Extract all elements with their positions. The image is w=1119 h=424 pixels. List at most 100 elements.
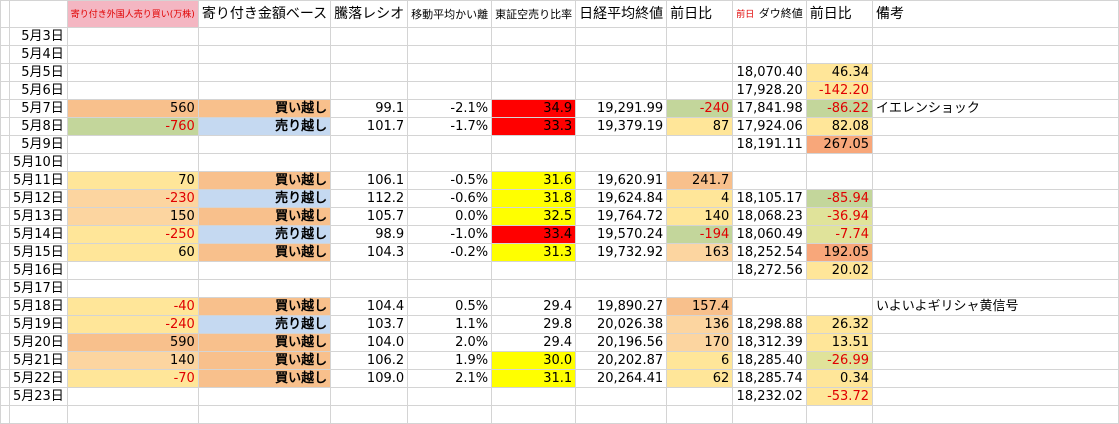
cell: 140	[666, 207, 734, 226]
row: 5月12日 -230 売り越し 112.2 -0.6% 31.8 19,624.84 4 18,…	[0, 189, 1119, 208]
cell: 106.1	[330, 171, 409, 190]
cell: 34.9	[491, 99, 577, 118]
cell: 19,620.91	[575, 171, 668, 190]
cell: 20,264.41	[575, 369, 668, 388]
cell	[872, 369, 1119, 388]
cell: 31.8	[491, 189, 577, 208]
cell: 4	[666, 189, 734, 208]
cell: 5月3日	[8, 27, 68, 46]
cell: 5月12日	[8, 189, 68, 208]
cell: 18,285.40	[732, 351, 807, 370]
cell: 18,105.17	[732, 189, 807, 208]
cell: 2.0%	[407, 333, 493, 352]
cell: 241.7	[666, 171, 734, 190]
row-gutter	[0, 315, 10, 334]
row-gutter	[0, 27, 10, 46]
cell	[872, 279, 1119, 298]
cell: 買い越し	[197, 207, 332, 226]
cell: -230	[66, 189, 199, 208]
cell: 33.3	[491, 117, 577, 136]
cell: 0.34	[805, 369, 874, 388]
cell: 62	[666, 369, 734, 388]
cell: 31.1	[491, 369, 577, 388]
corner	[0, 0, 10, 28]
cell: 18,070.40	[732, 63, 807, 82]
cell: 46.34	[805, 63, 874, 82]
cell: 17,924.06	[732, 117, 807, 136]
cell: 5月9日	[8, 135, 68, 154]
header-text: 前日比	[670, 5, 713, 22]
cell	[575, 405, 668, 424]
cell	[197, 405, 332, 424]
cell: 104.0	[330, 333, 409, 352]
row-gutter	[0, 207, 10, 226]
cell: -40	[66, 297, 199, 316]
cell	[872, 387, 1119, 406]
cell	[66, 153, 199, 172]
header-cell	[8, 0, 68, 28]
header-cell: 寄り付き金額ベース	[197, 0, 332, 28]
header-text: 騰落レシオ	[334, 5, 405, 22]
cell	[8, 405, 68, 424]
cell	[197, 261, 332, 280]
cell: 売り越し	[197, 315, 332, 334]
cell: 98.9	[330, 225, 409, 244]
header-cell: 備考	[872, 0, 1119, 28]
cell: 82.08	[805, 117, 874, 136]
cell: 33.4	[491, 225, 577, 244]
cell: 18,312.39	[732, 333, 807, 352]
cell	[666, 27, 734, 46]
cell: 18,272.56	[732, 261, 807, 280]
cell	[66, 81, 199, 100]
row: 5月16日 18,272.56 20.02	[0, 261, 1119, 280]
cell: 売り越し	[197, 189, 332, 208]
cell: 5月18日	[8, 297, 68, 316]
cell: 20,026.38	[575, 315, 668, 334]
cell	[872, 117, 1119, 136]
cell: -0.6%	[407, 189, 493, 208]
cell	[66, 27, 199, 46]
cell: 31.3	[491, 243, 577, 262]
cell: 18,191.11	[732, 135, 807, 154]
cell: 20,202.87	[575, 351, 668, 370]
row: 5月23日 18,232.02 -53.72	[0, 387, 1119, 406]
cell	[872, 351, 1119, 370]
row-gutter	[0, 387, 10, 406]
cell	[197, 135, 332, 154]
row: 5月21日 140 買い越し 106.2 1.9% 30.0 20,202.87 6 18,28…	[0, 351, 1119, 370]
row: 5月9日 18,191.11 267.05	[0, 135, 1119, 154]
row-gutter	[0, 63, 10, 82]
cell	[491, 279, 577, 298]
cell: 5月16日	[8, 261, 68, 280]
row-gutter	[0, 297, 10, 316]
cell	[872, 261, 1119, 280]
cell	[407, 153, 493, 172]
cell: 267.05	[805, 135, 874, 154]
cell: 5月5日	[8, 63, 68, 82]
cell: 99.1	[330, 99, 409, 118]
cell: 101.7	[330, 117, 409, 136]
cell: 5月14日	[8, 225, 68, 244]
cell	[197, 63, 332, 82]
cell	[872, 243, 1119, 262]
cell	[407, 261, 493, 280]
cell: 163	[666, 243, 734, 262]
header-cell: 騰落レシオ	[330, 0, 409, 28]
cell	[666, 63, 734, 82]
cell: 19,890.27	[575, 297, 668, 316]
cell: 157.4	[666, 297, 734, 316]
cell: 170	[666, 333, 734, 352]
cell: 買い越し	[197, 369, 332, 388]
cell: 買い越し	[197, 297, 332, 316]
cell: -85.94	[805, 189, 874, 208]
row: 5月8日 -760 売り越し 101.7 -1.7% 33.3 19,379.19 87 17,…	[0, 117, 1119, 136]
cell: -26.99	[805, 351, 874, 370]
cell: -53.72	[805, 387, 874, 406]
header-text: 前日比	[809, 5, 852, 22]
row: 5月7日 560 買い越し 99.1 -2.1% 34.9 19,291.99 -240 17,…	[0, 99, 1119, 118]
cell	[666, 279, 734, 298]
cell: 30.0	[491, 351, 577, 370]
cell: 32.5	[491, 207, 577, 226]
cell: 2.1%	[407, 369, 493, 388]
